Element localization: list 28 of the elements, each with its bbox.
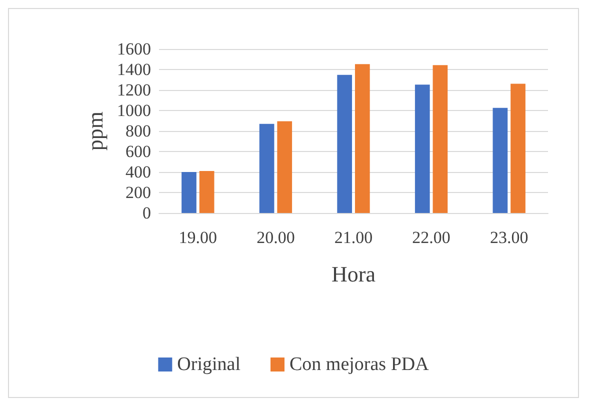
- bar: [510, 84, 526, 213]
- y-tick-label: 1000: [117, 101, 151, 120]
- bar: [337, 74, 352, 213]
- x-tick-label: 23.00: [490, 228, 528, 247]
- bar: [354, 64, 370, 213]
- bar: [199, 170, 214, 213]
- bar: [259, 124, 274, 213]
- legend-label: Con mejoras PDA: [289, 354, 430, 375]
- x-axis-title: Hora: [332, 262, 376, 286]
- x-tick-label: 19.00: [178, 228, 218, 247]
- bar: [277, 121, 292, 213]
- x-tick-label: 22.00: [412, 228, 450, 247]
- y-axis-title: ppm: [82, 111, 108, 151]
- y-tick-label: 0: [142, 204, 151, 222]
- bar: [414, 84, 430, 213]
- x-tick-label: 21.00: [334, 228, 373, 247]
- legend-label: Original: [177, 354, 241, 375]
- y-tick-label: 600: [126, 142, 151, 161]
- y-tick-label: 1400: [117, 60, 151, 79]
- bar: [182, 172, 196, 213]
- y-tick-label: 800: [126, 122, 151, 140]
- bar: [432, 65, 448, 213]
- y-tick-label: 400: [126, 162, 151, 182]
- x-tick-label: 20.00: [256, 228, 295, 247]
- bar: [492, 108, 508, 213]
- y-tick-label: 200: [126, 183, 151, 202]
- y-tick-label: 1200: [117, 80, 151, 100]
- y-tick-label: 1600: [117, 40, 151, 58]
